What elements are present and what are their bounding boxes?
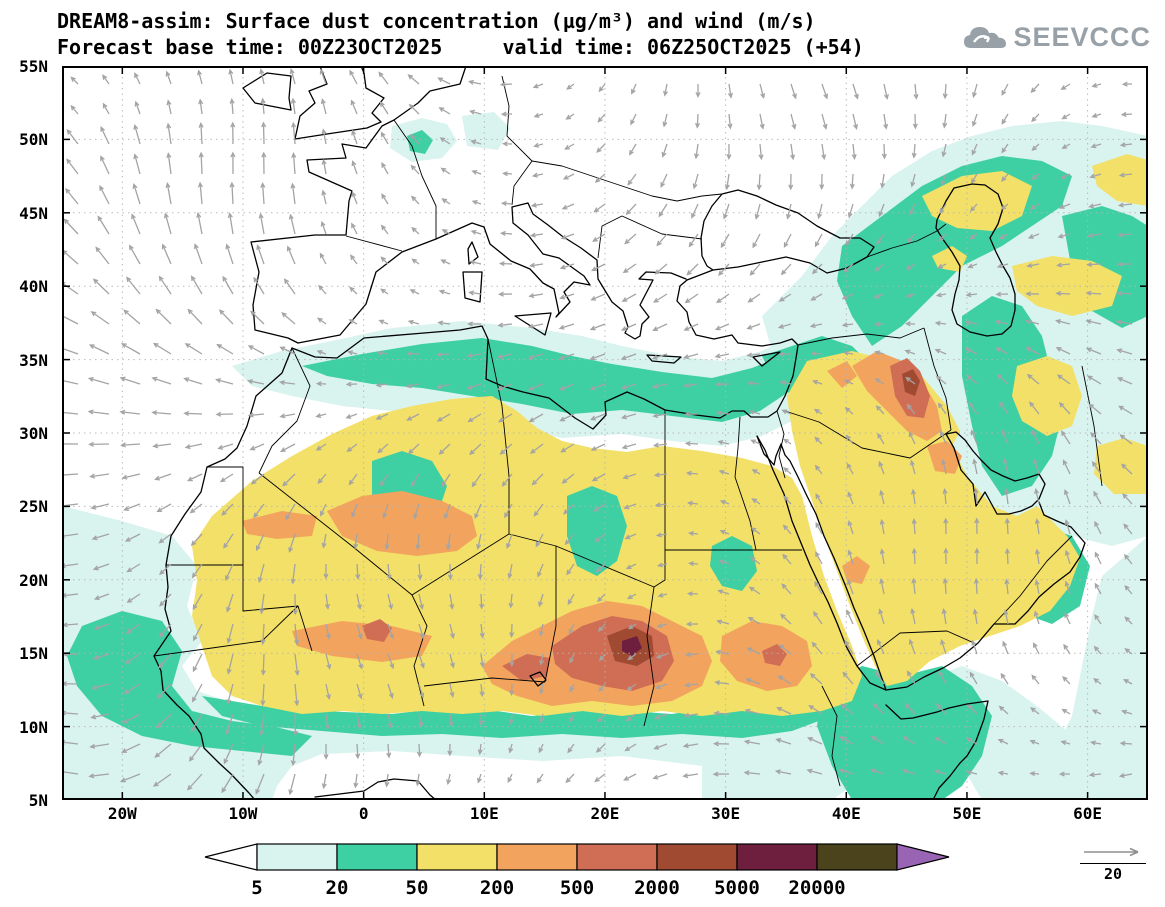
x-axis-tick-label: 20W <box>107 804 137 823</box>
y-axis-tick-label: 25N <box>19 497 48 517</box>
x-axis-tick-label: 40E <box>831 804 861 823</box>
cloud-icon <box>964 26 1007 48</box>
colorbar-segment <box>336 843 418 871</box>
colorbar-tick-label: 2000 <box>634 877 680 899</box>
y-axis-tick-label: 15N <box>19 644 48 664</box>
colorbar-below-min-arrow <box>204 843 258 871</box>
wind-reference-value: 20 <box>1103 865 1123 883</box>
y-axis-tick-label: 55N <box>19 57 48 76</box>
chart-subtitle: Forecast base time: 00Z23OCT2025 valid t… <box>57 35 864 59</box>
colorbar-tick-label: 20000 <box>788 877 845 899</box>
y-axis-tick-label: 40N <box>19 277 48 297</box>
longitude-axis: 20W 10W 0 10E 20E 30E 40E 50E 60E <box>62 804 1148 826</box>
coastlines <box>153 66 1086 800</box>
y-axis-tick-label: 50N <box>19 130 48 150</box>
wind-reference: 20 <box>1076 843 1150 883</box>
colorbar-above-max-arrow <box>896 843 950 871</box>
y-axis-tick-label: 30N <box>19 424 48 443</box>
grid-lines <box>62 66 1148 800</box>
colorbar-segment <box>416 843 498 871</box>
colorbar-segment <box>496 843 578 871</box>
colorbar-segment <box>736 843 818 871</box>
y-axis-tick-label: 5N <box>28 791 48 810</box>
map-border <box>62 66 1148 800</box>
wind-reference-arrow-icon <box>1084 847 1139 857</box>
header: DREAM8-assim: Surface dust concentration… <box>57 8 864 60</box>
country-borders <box>153 75 1103 787</box>
seevccc-logo: SEEVCCC <box>962 22 1151 53</box>
x-axis-tick-label: 20E <box>590 804 620 823</box>
colorbar-scale: 5 20 50 200 500 2000 5000 20000 <box>204 843 950 899</box>
colorbar-tick-label: 20 <box>326 877 349 899</box>
colorbar-tick-label: 5000 <box>714 877 760 899</box>
colorbar-segment <box>656 843 738 871</box>
latitude-axis: 55N 50N 45N 40N 35N 30N 25N 20N 15N 10N 5N <box>0 57 54 810</box>
y-axis-tick-label: 45N <box>19 203 48 223</box>
wind-reference-rule <box>1080 863 1146 864</box>
colorbar-segment <box>256 843 338 871</box>
x-axis-tick-label: 30E <box>711 804 741 823</box>
colorbar: 5 20 50 200 500 2000 5000 20000 <box>203 838 955 906</box>
x-axis-tick-label: 60E <box>1073 804 1103 823</box>
y-axis-tick-label: 10N <box>19 717 48 737</box>
colorbar-tick-label: 200 <box>480 877 514 899</box>
map-plot <box>62 66 1148 800</box>
chart-title: DREAM8-assim: Surface dust concentration… <box>57 9 816 33</box>
x-axis-tick-label: 0 <box>358 804 369 823</box>
colorbar-segment <box>816 843 898 871</box>
wind-arrow-field <box>62 68 1133 796</box>
logo-text: SEEVCCC <box>1013 22 1151 52</box>
colorbar-tick-label: 500 <box>560 877 594 899</box>
y-axis-tick-label: 20N <box>19 570 48 590</box>
colorbar-tick-label: 5 <box>251 877 262 899</box>
x-axis-tick-label: 50E <box>952 804 982 823</box>
y-axis-tick-label: 35N <box>19 350 48 370</box>
x-axis-tick-label: 10W <box>228 804 258 823</box>
x-axis-tick-label: 10E <box>469 804 499 823</box>
colorbar-segment <box>576 843 658 871</box>
colorbar-tick-label: 50 <box>406 877 429 899</box>
